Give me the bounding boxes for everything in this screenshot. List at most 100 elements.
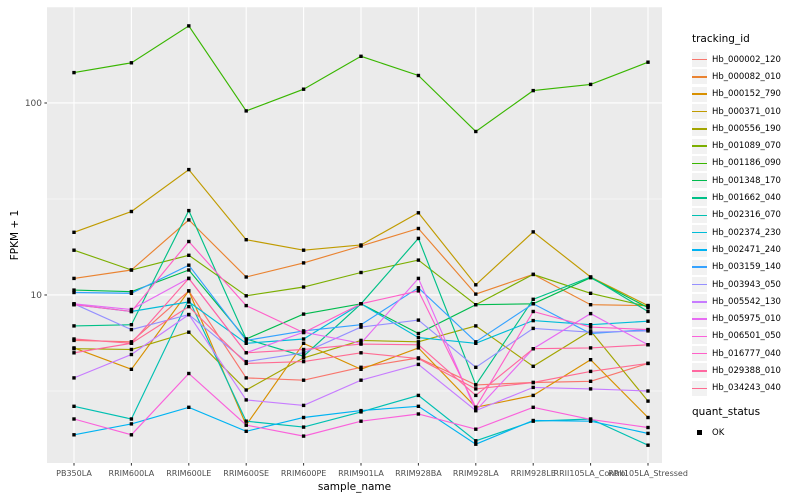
data-point [129,433,134,437]
y-tick-label: 100 [25,99,42,109]
legend-color-line-icon [692,128,707,130]
data-point [646,319,650,323]
legend-color-line-icon [692,231,707,234]
legend-color-line-icon [692,249,707,251]
data-point [588,323,593,327]
data-point [72,276,76,281]
data-point [646,415,650,420]
legend-color-line-icon [692,318,707,320]
data-point [531,326,535,331]
data-point [474,387,478,391]
data-point [301,378,306,382]
data-point [474,303,478,307]
legend: tracking_id Hb_000002_120 Hb_000082_010 Hb… [692,33,798,441]
data-point [588,346,593,350]
legend-entry-label: Hb_003159_140 [712,262,781,273]
data-point [646,431,650,436]
data-point [416,258,421,262]
legend-entry-label: Hb_002471_240 [712,244,781,255]
data-point [646,399,650,403]
legend-color-line-icon [692,387,707,390]
y-axis-title: FPKM + 1 [9,209,21,261]
legend-entry-label: Hb_000002_120 [712,54,781,65]
data-point [646,309,650,314]
data-point [129,327,134,332]
data-point [187,371,191,376]
data-point [301,330,306,335]
data-point [646,389,650,393]
data-point [416,211,421,215]
legend-color-line-icon [692,283,707,286]
legend-entry-label: Hb_016777_040 [712,348,781,359]
legend-entry-Hb_005542_130: Hb_005542_130 [692,293,798,310]
data-point [244,423,248,427]
data-point [244,351,248,355]
data-point [531,297,535,301]
data-point [244,376,248,380]
data-point [588,325,593,329]
data-point [588,387,593,391]
data-point [187,239,191,244]
data-point [588,82,593,87]
x-tick-label: RRIM928LA [453,469,499,478]
data-point [531,393,535,398]
data-point [187,304,191,309]
data-point [359,365,363,369]
data-point [531,405,535,409]
data-point [129,422,134,426]
data-point [129,347,134,352]
legend-key-swatch [692,121,707,137]
legend-entry-Hb_005975_010: Hb_005975_010 [692,310,798,327]
legend-entry-label: Hb_006501_050 [712,331,781,342]
data-point [359,351,363,355]
data-point [416,343,421,347]
legend-key-swatch [692,328,707,344]
data-point [244,419,248,423]
x-tick-label: RRIM928BA [395,469,442,478]
legend-entry-Hb_000556_190: Hb_000556_190 [692,120,798,137]
legend-entry-label: Hb_001662_040 [712,193,781,204]
legend-key-swatch [692,52,707,68]
data-point [531,272,535,277]
legend-color-line-icon [692,197,707,199]
data-point [588,417,593,422]
legend-entry-label: Hb_034243_040 [712,383,781,394]
data-point [72,70,76,75]
legend-color-line-icon [692,145,707,147]
data-point [187,24,191,28]
data-point [531,380,535,385]
x-tick-label: RRII105LA_Control [554,469,628,478]
data-point [474,383,478,387]
legend-key-swatch [692,155,707,171]
data-point [359,342,363,346]
data-point [416,73,421,78]
data-point [244,341,248,345]
data-point [301,354,306,358]
data-point [129,323,134,327]
legend-key-swatch [692,346,707,362]
data-point [359,243,363,247]
data-point [187,268,191,272]
data-point [129,309,134,314]
legend-key-swatch [692,363,707,379]
data-point [187,300,191,304]
data-point [72,230,76,234]
data-point [359,54,363,58]
data-point [531,385,535,390]
data-point [474,129,478,134]
x-tick-label: RRIM901LA [338,469,384,478]
legend-color-line-icon [692,76,707,78]
data-point [301,312,306,316]
x-tick-label: RRII105LA_Stressed [608,469,688,478]
x-tick-label: PB350LA [56,469,92,478]
legend-key-swatch [692,380,707,396]
legend-entry-label: Hb_000556_190 [712,123,781,134]
legend-key-swatch [692,190,707,206]
data-point [646,305,650,310]
data-point [588,311,593,316]
data-point [301,285,306,289]
data-point [531,364,535,368]
data-point [359,408,363,413]
legend-key-swatch [692,86,707,102]
